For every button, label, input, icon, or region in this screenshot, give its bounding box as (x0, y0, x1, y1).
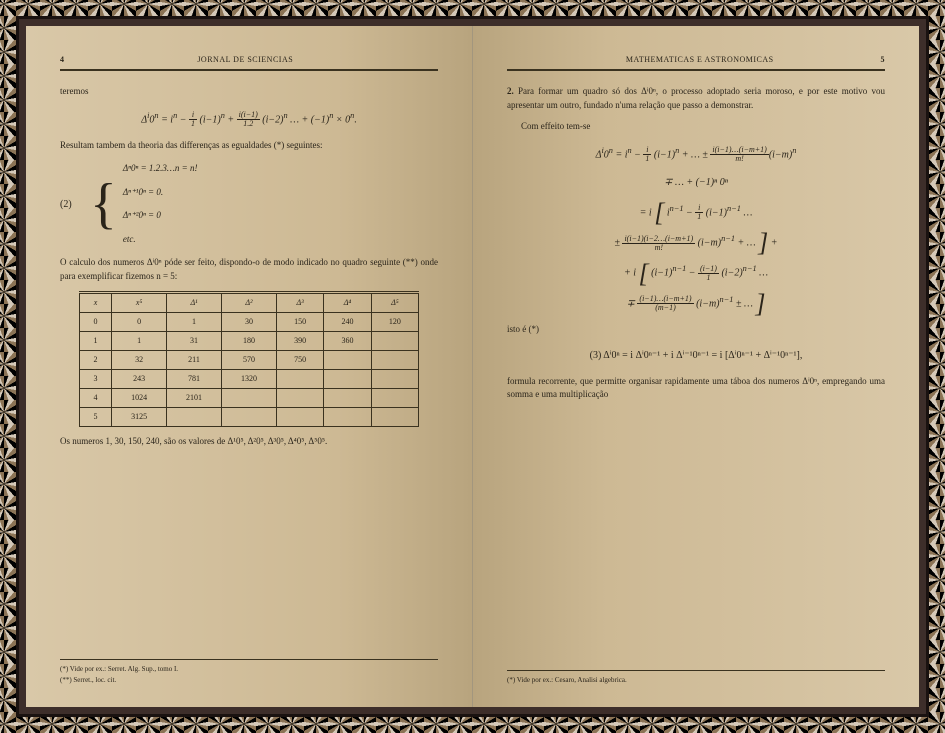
equation-block-2: (2) { Δⁿ0ⁿ = 1.2.3…n = n! Δⁿ⁺¹0ⁿ = 0. Δⁿ… (60, 162, 438, 246)
difference-table: x x⁵ Δ¹ Δ² Δ³ Δ⁴ Δ⁵ 00130150240120 11311… (79, 291, 419, 427)
para-calculo: O calculo dos numeros Δⁱ0ⁿ póde ser feit… (60, 256, 438, 283)
left-header-title: JORNAL DE SCIENCIAS (65, 54, 427, 66)
eq-right-2b: ± i(i−1)(i−2…(i−m+1)m! (i−m)n−1 + … ] + (507, 232, 885, 252)
th: x (79, 293, 111, 313)
section-text: Para formar um quadro só dos Δⁱ0ⁿ, o pro… (507, 86, 885, 110)
eq-right-2d: ∓ (i−1)…(i−m+1)(m−1) (i−m)n−1 ± … ] (507, 293, 885, 313)
right-header: MATHEMATICAS E ASTRONOMICAS 5 (507, 54, 885, 71)
table-row: 410242101 (79, 389, 418, 408)
table-row: 32437811320 (79, 370, 418, 389)
eq-item: Δⁿ⁺²0ⁿ = 0 (123, 209, 198, 223)
equation-list: Δⁿ0ⁿ = 1.2.3…n = n! Δⁿ⁺¹0ⁿ = 0. Δⁿ⁺²0ⁿ =… (123, 162, 198, 246)
table-row: 53125 (79, 408, 418, 427)
left-footnotes: (*) Vide por ex.: Serret. Alg. Sup., tom… (60, 659, 438, 685)
th: Δ³ (276, 293, 323, 313)
eq-right-2c: + i [ (i−1)n−1 − (i−1)1 (i−2)n−1 … (507, 262, 885, 282)
eq-right-2a: = i [ in−1 − i1 (i−1)n−1 … (507, 202, 885, 222)
eq-item: etc. (123, 233, 198, 247)
left-page: 4 JORNAL DE SCIENCIAS teremos Δi0n = in … (26, 26, 473, 707)
para-effeito: Com effeito tem-se (507, 120, 885, 134)
right-footnotes: (*) Vide por ex.: Cesaro, Analisi algebr… (507, 670, 885, 686)
table-row: 232211570750 (79, 351, 418, 370)
para-resultam: Resultam tambem da theoria das differenç… (60, 139, 438, 153)
eq-right-1b: ∓ … + (−1)ⁿ 0ⁿ (507, 174, 885, 192)
table-header-row: x x⁵ Δ¹ Δ² Δ³ Δ⁴ Δ⁵ (79, 293, 418, 313)
footnote-1: (*) Vide por ex.: Serret. Alg. Sup., tom… (60, 664, 438, 675)
left-header: 4 JORNAL DE SCIENCIAS (60, 54, 438, 71)
book-container: 4 JORNAL DE SCIENCIAS teremos Δi0n = in … (0, 0, 945, 733)
footnote-right: (*) Vide por ex.: Cesaro, Analisi algebr… (507, 675, 885, 686)
right-page: MATHEMATICAS E ASTRONOMICAS 5 2. Para fo… (473, 26, 919, 707)
right-header-title: MATHEMATICAS E ASTRONOMICAS (519, 54, 881, 66)
th: x⁵ (112, 293, 167, 313)
th: Δ¹ (167, 293, 222, 313)
table-row: 00130150240120 (79, 313, 418, 332)
para-numeros: Os numeros 1, 30, 150, 240, são os valor… (60, 435, 438, 449)
footnote-2: (**) Serret., loc. cit. (60, 675, 438, 686)
para-formula: formula recorrente, que permitte organis… (507, 375, 885, 402)
page-spread: 4 JORNAL DE SCIENCIAS teremos Δi0n = in … (26, 26, 919, 707)
eq-3: (3) Δⁱ0ⁿ = i Δⁱ0ⁿ⁻¹ + i Δⁱ⁻¹0ⁿ⁻¹ = i [Δⁱ… (507, 347, 885, 365)
eq-item: Δⁿ0ⁿ = 1.2.3…n = n! (123, 162, 198, 176)
para-teremos: teremos (60, 85, 438, 99)
eq-item: Δⁿ⁺¹0ⁿ = 0. (123, 186, 198, 200)
eq-right-1: Δi0n = in − i1 (i−1)n + … ± i(i−1)…(i−m+… (507, 144, 885, 164)
right-page-number: 5 (881, 54, 886, 66)
th: Δ⁴ (324, 293, 371, 313)
th: Δ² (221, 293, 276, 313)
para-isto: isto é (*) (507, 323, 885, 337)
table-row: 1131180390360 (79, 332, 418, 351)
section-number: 2. (507, 86, 514, 96)
th: Δ⁵ (371, 293, 418, 313)
eq-number-2: (2) (60, 197, 84, 212)
equation-delta: Δi0n = in − i1 (i−1)n + i(i−1)1.2 (i−2)n… (60, 109, 438, 129)
para-section-2: 2. Para formar um quadro só dos Δⁱ0ⁿ, o … (507, 85, 885, 112)
